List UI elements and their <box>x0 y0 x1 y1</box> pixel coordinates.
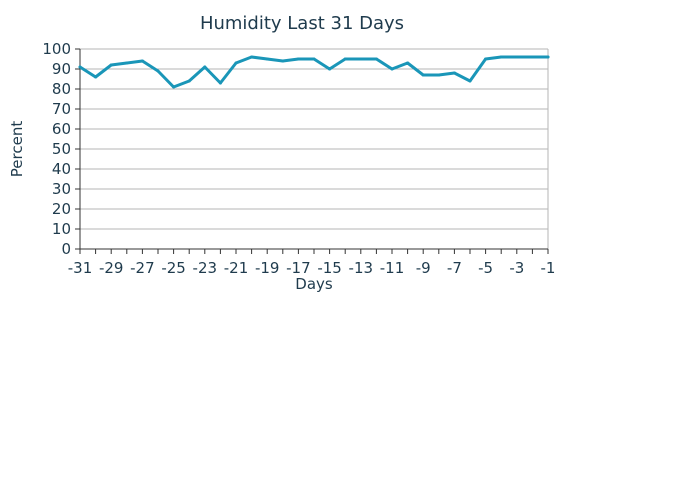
y-tick-label: 20 <box>52 200 71 218</box>
series-layer <box>78 55 550 89</box>
data-point <box>546 55 550 59</box>
data-point <box>328 67 332 71</box>
data-point <box>421 73 425 77</box>
series-line <box>78 55 550 89</box>
data-point <box>312 57 316 61</box>
x-tick-label: -9 <box>416 259 431 277</box>
y-tick-label: 60 <box>52 120 71 138</box>
x-tick-label: -19 <box>255 259 280 277</box>
data-point <box>125 61 129 65</box>
data-point <box>109 63 113 67</box>
data-point <box>530 55 534 59</box>
grid <box>80 48 549 250</box>
data-point <box>78 65 82 69</box>
y-tick-label: 50 <box>52 140 71 158</box>
data-point <box>265 57 269 61</box>
x-tick-label: -21 <box>224 259 249 277</box>
y-tick-label: 80 <box>52 80 71 98</box>
data-point <box>172 85 176 89</box>
y-tick-label: 0 <box>61 240 71 258</box>
x-tick-label: -23 <box>193 259 218 277</box>
y-tick-label: 40 <box>52 160 71 178</box>
x-tick-label: -1 <box>541 259 556 277</box>
x-tick-label: -25 <box>161 259 186 277</box>
data-point <box>343 57 347 61</box>
data-point <box>218 81 222 85</box>
y-tick-label: 100 <box>42 40 71 58</box>
x-tick-label: -11 <box>380 259 405 277</box>
y-tick-label: 10 <box>52 220 71 238</box>
x-tick-label: -5 <box>478 259 493 277</box>
x-tick-label: -27 <box>130 259 155 277</box>
data-point <box>359 57 363 61</box>
x-tick-label: -17 <box>286 259 311 277</box>
tick-labels: 0 10 20 30 40 50 60 70 80 90 100 -31 -29 -27 -25 -23 -21… <box>42 40 555 277</box>
x-tick-label: -29 <box>99 259 124 277</box>
data-point <box>452 71 456 75</box>
data-point <box>390 67 394 71</box>
x-tick-label: -7 <box>447 259 462 277</box>
data-point <box>250 55 254 59</box>
data-point <box>234 61 238 65</box>
x-tick-label: -13 <box>349 259 374 277</box>
data-point <box>499 55 503 59</box>
x-tick-label: -15 <box>317 259 342 277</box>
data-point <box>406 61 410 65</box>
chart-title: Humidity Last 31 Days <box>200 13 404 34</box>
x-axis-label: Days <box>295 275 333 293</box>
data-point <box>156 69 160 73</box>
data-point <box>484 57 488 61</box>
data-point <box>296 57 300 61</box>
data-point <box>140 59 144 63</box>
data-point <box>94 75 98 79</box>
y-tick-label: 30 <box>52 180 71 198</box>
data-point <box>281 59 285 63</box>
data-point <box>203 65 207 69</box>
data-point <box>374 57 378 61</box>
y-axis-label: Percent <box>8 121 26 178</box>
axes <box>75 48 549 254</box>
x-tick-label: -3 <box>509 259 524 277</box>
y-tick-label: 90 <box>52 60 71 78</box>
x-tick-label: -31 <box>68 259 93 277</box>
data-point <box>468 79 472 83</box>
data-point <box>187 79 191 83</box>
y-tick-label: 70 <box>52 100 71 118</box>
data-point <box>515 55 519 59</box>
data-point <box>437 73 441 77</box>
